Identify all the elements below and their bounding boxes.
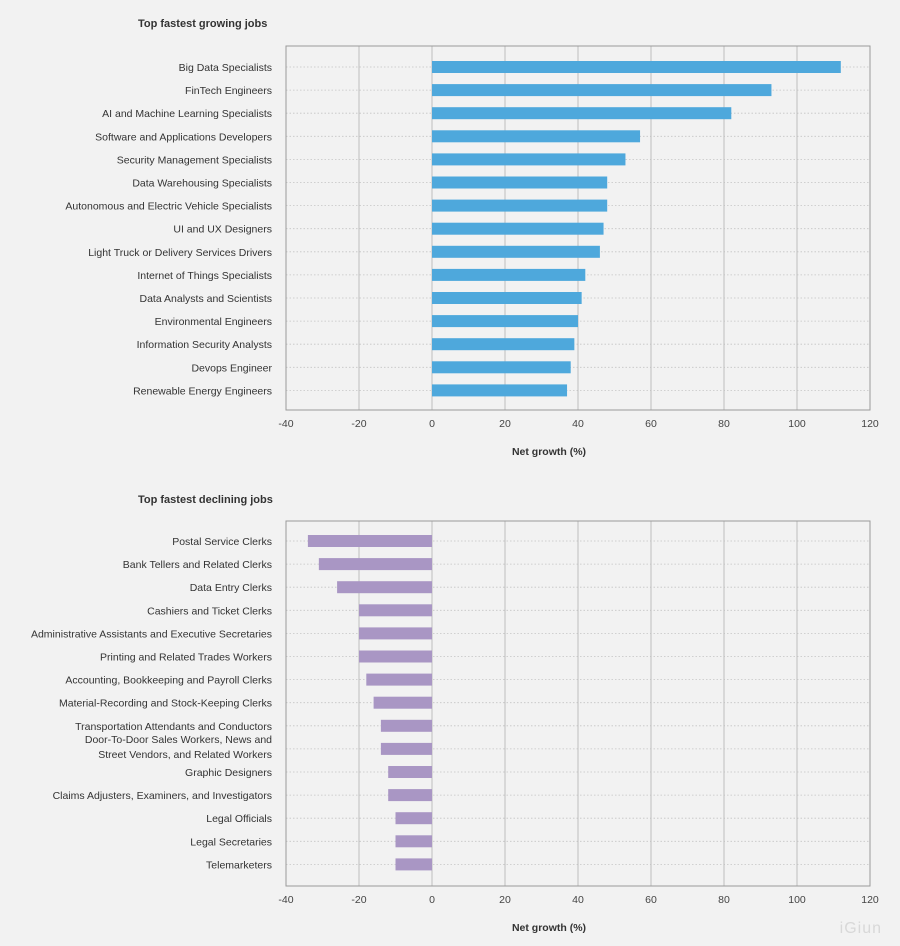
growing-jobs-chart: Top fastest growing jobs Big Data Specia… <box>0 0 900 470</box>
x-tick-label: 20 <box>499 418 511 430</box>
declining-jobs-chart: Top fastest declining jobs Postal Servic… <box>0 473 900 946</box>
bar <box>337 581 432 594</box>
category-label: Postal Service Clerks <box>172 536 272 548</box>
x-tick-label: 0 <box>429 894 435 906</box>
bar <box>432 245 600 258</box>
x-tick-label: 0 <box>429 418 435 430</box>
bar <box>359 627 432 640</box>
x-tick-label: 120 <box>861 894 879 906</box>
x-tick-label: -20 <box>351 894 366 906</box>
x-tick-label: 60 <box>645 418 657 430</box>
bar <box>380 742 432 755</box>
category-label: UI and UX Designers <box>173 224 272 236</box>
bar <box>432 153 626 166</box>
plot-frame <box>285 45 871 411</box>
x-tick-label: 100 <box>788 894 806 906</box>
category-label: Information Security Analysts <box>137 339 272 351</box>
bar <box>432 315 578 328</box>
bar <box>432 176 608 189</box>
category-label: Light Truck or Delivery Services Drivers <box>88 247 272 259</box>
bar <box>359 650 432 663</box>
category-label: Cashiers and Ticket Clerks <box>147 605 272 617</box>
category-label: Autonomous and Electric Vehicle Speciali… <box>65 201 272 213</box>
x-tick-label: 40 <box>572 894 584 906</box>
category-label: Street Vendors, and Related Workers <box>98 749 272 761</box>
category-label: Printing and Related Trades Workers <box>100 652 272 664</box>
x-tick-label: -40 <box>278 894 293 906</box>
bar <box>432 107 732 120</box>
category-label: Environmental Engineers <box>155 316 272 328</box>
bar <box>395 812 432 825</box>
category-label: Graphic Designers <box>185 767 272 779</box>
bar <box>432 268 586 281</box>
category-label: Renewable Energy Engineers <box>133 385 272 397</box>
x-tick-label: 80 <box>718 894 730 906</box>
bar <box>395 835 432 848</box>
category-label: AI and Machine Learning Specialists <box>102 108 272 120</box>
bar <box>366 673 432 686</box>
bar <box>432 338 575 351</box>
x-axis-label: Net growth (%) <box>512 446 586 458</box>
bar <box>432 222 604 235</box>
bar <box>388 766 432 778</box>
bar <box>388 789 432 802</box>
bar <box>395 858 432 871</box>
bar <box>380 719 432 732</box>
x-tick-label: -20 <box>351 418 366 430</box>
category-label: Legal Officials <box>206 813 272 825</box>
chart-title: Top fastest growing jobs <box>138 18 268 30</box>
category-label: Devops Engineer <box>191 362 272 374</box>
bar <box>373 696 432 709</box>
x-tick-label: -40 <box>278 418 293 430</box>
category-label: Door-To-Door Sales Workers, News and <box>85 734 272 746</box>
x-axis-label: Net growth (%) <box>512 922 586 934</box>
category-label: Accounting, Bookkeeping and Payroll Cler… <box>65 675 272 687</box>
x-tick-label: 20 <box>499 894 511 906</box>
watermark-logo: iGiun <box>839 920 882 937</box>
x-tick-label: 80 <box>718 418 730 430</box>
category-label: Internet of Things Specialists <box>137 270 272 282</box>
category-label: Security Management Specialists <box>117 154 272 166</box>
category-label: Bank Tellers and Related Clerks <box>123 559 272 571</box>
category-label: Legal Secretaries <box>190 836 272 848</box>
declining-jobs-plot: Postal Service Clerks Bank Tellers and Re… <box>31 520 879 934</box>
category-label: Software and Applications Developers <box>95 131 272 143</box>
category-label: Transportation Attendants and Conductors <box>75 721 272 733</box>
category-label: Claims Adjusters, Examiners, and Investi… <box>53 790 272 802</box>
category-label: Administrative Assistants and Executive … <box>31 628 272 640</box>
category-label: Data Analysts and Scientists <box>140 293 273 305</box>
bar <box>432 199 608 212</box>
bar <box>432 384 568 397</box>
bar <box>432 292 582 304</box>
category-label: Big Data Specialists <box>179 62 272 74</box>
x-tick-label: 60 <box>645 894 657 906</box>
x-tick-label: 40 <box>572 418 584 430</box>
category-label: Telemarketers <box>206 859 272 871</box>
bar <box>318 558 432 571</box>
category-label: FinTech Engineers <box>185 85 272 97</box>
plot-frame <box>285 520 871 887</box>
bar <box>432 130 641 143</box>
bar <box>432 61 841 73</box>
bar <box>432 361 571 374</box>
category-label: Data Entry Clerks <box>190 582 272 594</box>
bar <box>432 84 772 97</box>
growing-jobs-plot: Big Data Specialists FinTech Engineers AI … <box>65 45 879 458</box>
category-label: Data Warehousing Specialists <box>132 178 272 190</box>
bar <box>359 604 432 617</box>
category-label: Material-Recording and Stock-Keeping Cle… <box>59 698 272 710</box>
bar <box>307 535 432 547</box>
x-tick-label: 120 <box>861 418 879 430</box>
chart-title: Top fastest declining jobs <box>138 494 273 506</box>
x-tick-label: 100 <box>788 418 806 430</box>
